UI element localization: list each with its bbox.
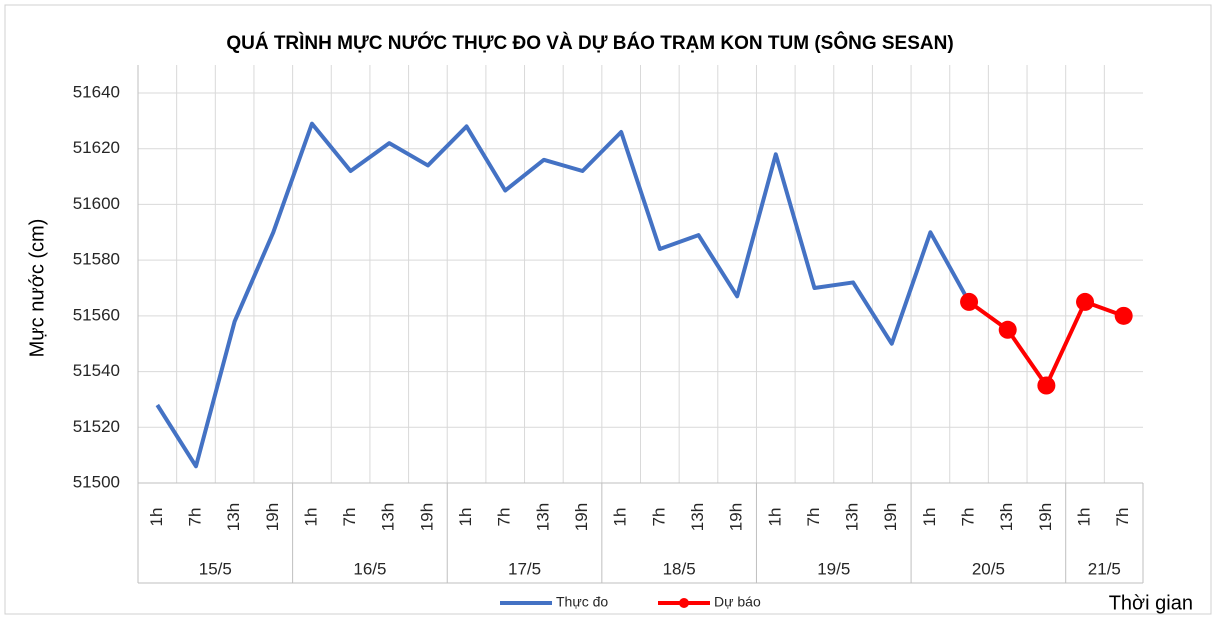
x-tick-label: 7h xyxy=(804,508,823,527)
x-tick-label: 19h xyxy=(263,503,282,531)
y-tick-label: 51640 xyxy=(73,82,120,101)
series-line xyxy=(155,121,971,469)
x-tick-label: 19h xyxy=(1036,503,1055,531)
x-tick-label: 1h xyxy=(301,508,320,527)
x-tick-label: 13h xyxy=(997,503,1016,531)
x-tick-label: 7h xyxy=(1113,508,1132,527)
x-tick-label: 19h xyxy=(417,503,436,531)
x-tick-label: 7h xyxy=(340,508,359,527)
group-label: 16/5 xyxy=(353,559,386,578)
group-label: 18/5 xyxy=(663,559,696,578)
x-tick-label: 1h xyxy=(920,508,939,527)
group-label: 15/5 xyxy=(199,559,232,578)
x-tick-label: 7h xyxy=(959,508,978,527)
x-tick-label: 1h xyxy=(765,508,784,527)
x-tick-label: 7h xyxy=(185,508,204,527)
x-tick-label: 19h xyxy=(572,503,591,531)
x-tick-label: 1h xyxy=(456,508,475,527)
x-tick-label: 13h xyxy=(843,503,862,531)
x-tick-label: 7h xyxy=(649,508,668,527)
x-tick-label: 13h xyxy=(533,503,552,531)
x-tick-label: 1h xyxy=(147,508,166,527)
x-tick-label: 19h xyxy=(727,503,746,531)
y-tick-label: 51540 xyxy=(73,361,120,380)
x-tick-label: 1h xyxy=(1075,508,1094,527)
legend-label: Dự báo xyxy=(714,594,761,610)
group-label: 20/5 xyxy=(972,559,1005,578)
series-marker xyxy=(960,292,979,311)
x-tick-label: 1h xyxy=(611,508,630,527)
legend-label: Thực đo xyxy=(556,594,608,610)
x-tick-label: 13h xyxy=(379,503,398,531)
series-marker xyxy=(1076,292,1095,311)
x-axis-title: Thời gian xyxy=(1109,592,1193,614)
series-marker xyxy=(1114,306,1133,325)
chart-border xyxy=(4,4,1212,615)
x-tick-label: 13h xyxy=(224,503,243,531)
y-tick-label: 51500 xyxy=(73,472,120,491)
y-tick-label: 51600 xyxy=(73,194,120,213)
y-tick-label: 51560 xyxy=(73,305,120,324)
group-label: 21/5 xyxy=(1088,559,1121,578)
y-tick-label: 51520 xyxy=(73,417,120,436)
y-tick-label: 51620 xyxy=(73,138,120,157)
chart-title: QUÁ TRÌNH MỰC NƯỚC THỰC ĐO VÀ DỰ BÁO TRẠ… xyxy=(226,32,953,54)
series-marker xyxy=(1037,376,1056,395)
x-tick-label: 7h xyxy=(495,508,514,527)
series-marker xyxy=(998,320,1017,339)
group-label: 17/5 xyxy=(508,559,541,578)
group-label: 19/5 xyxy=(817,559,850,578)
y-tick-label: 51580 xyxy=(73,250,120,269)
legend-marker xyxy=(679,598,689,608)
x-tick-label: 19h xyxy=(881,503,900,531)
y-axis-title: Mực nước (cm) xyxy=(26,219,48,358)
x-tick-label: 13h xyxy=(688,503,707,531)
